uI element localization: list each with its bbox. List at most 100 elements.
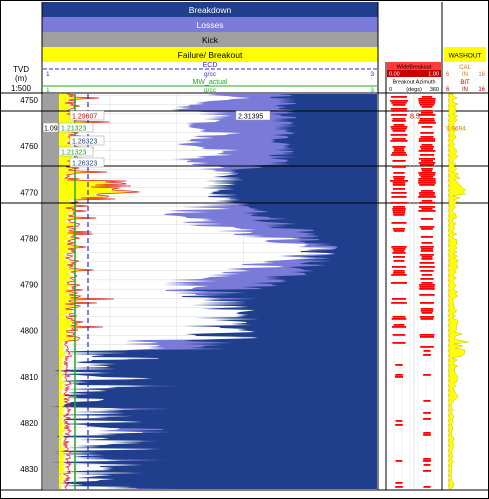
- ecd-label: ECD: [203, 62, 218, 69]
- breakout-mark: [395, 374, 403, 376]
- annotation-box-4: [58, 122, 94, 133]
- breakout-mark: [418, 162, 436, 164]
- breakout-mark: [392, 334, 406, 336]
- failure-fill: [59, 94, 136, 489]
- annotation-1: 1.29607: [72, 114, 97, 121]
- washout-cal-max: 16: [478, 72, 485, 78]
- breakout-mark: [423, 434, 431, 436]
- breakout-mark: [391, 274, 407, 276]
- depth-ticks: 4750 4760 4770 4780 4790 4800 4810 4820 4830: [20, 96, 38, 474]
- breakout-mark: [393, 176, 405, 178]
- breakout-mark: [419, 202, 435, 204]
- breakout-mark: [420, 278, 434, 280]
- depth-tick-label: 4830: [20, 465, 38, 474]
- annotation-box-6: [58, 146, 94, 157]
- breakout-mark: [420, 136, 434, 138]
- wide-breakout-range-box: [387, 70, 441, 77]
- breakout-mark: [421, 126, 433, 128]
- breakout-mark: [421, 274, 433, 276]
- wide-breakout-max: 1.00: [428, 72, 439, 78]
- breakout-mark: [395, 486, 403, 488]
- breakout-mark: [418, 114, 436, 116]
- annotation-3: 1.09: [44, 126, 58, 133]
- breakout-mark: [421, 282, 433, 284]
- breakout-mark: [391, 266, 407, 268]
- breakout-mark: [390, 108, 408, 110]
- breakout-mark: [419, 138, 435, 140]
- breakout-mark: [393, 250, 405, 252]
- breakout-mark: [393, 324, 405, 326]
- depth-tick-label: 4780: [20, 234, 38, 243]
- breakout-mark: [392, 118, 406, 120]
- breakout-mark: [392, 184, 406, 186]
- breakout-azimuth-unit: (degs): [406, 87, 422, 93]
- breakout-mark: [392, 210, 406, 212]
- breakout-mark: [393, 172, 405, 174]
- breakout-mark: [392, 208, 406, 210]
- breakout-mark: [392, 188, 406, 190]
- annotation-box-5: [69, 135, 105, 146]
- breakdown-fill: [50, 94, 378, 489]
- breakout-mark: [423, 486, 431, 488]
- depth-scale: 1:500: [11, 84, 32, 93]
- annotation-box-7: [69, 157, 105, 168]
- breakout-mark: [420, 254, 434, 256]
- header-bands: Breakdown Losses Kick Failure/ Breakout: [42, 2, 378, 62]
- breakout-mark: [421, 160, 433, 162]
- breakout-mark: [419, 118, 435, 120]
- kick-band: [42, 32, 378, 47]
- breakout-mark: [423, 460, 431, 462]
- breakout-mark: [423, 418, 431, 420]
- breakout-mark: [419, 316, 435, 318]
- breakout-mark: [421, 200, 433, 202]
- breakout-mark: [420, 132, 434, 134]
- breakout-mark: [390, 96, 408, 98]
- depth-unit: (m): [15, 74, 27, 83]
- breakout-mark: [391, 128, 407, 130]
- breakout-mark: [418, 180, 436, 182]
- breakout-mark: [418, 158, 436, 160]
- breakout-mark: [391, 222, 407, 224]
- breakout-mark: [393, 272, 405, 274]
- depth-tick-label: 4820: [20, 419, 38, 428]
- breakout-mark: [420, 308, 434, 310]
- losses-band-label: Losses: [197, 20, 224, 30]
- breakdown-band-label: Breakdown: [189, 5, 232, 15]
- breakout-mark: [392, 160, 406, 162]
- breakout-mark: [391, 298, 407, 300]
- breakout-mark: [418, 140, 436, 142]
- breakout-mark: [418, 196, 436, 198]
- breakout-mark: [420, 250, 434, 252]
- breakout-mark: [423, 374, 431, 376]
- breakout-mark: [392, 138, 406, 140]
- failure-band-label: Failure/ Breakout: [178, 50, 243, 60]
- breakout-mark: [391, 318, 407, 320]
- washout-cal-unit: IN: [462, 72, 468, 78]
- breakout-mark: [420, 176, 434, 178]
- breakout-mark: [395, 482, 403, 484]
- washout-bit-unit: IN: [462, 87, 468, 93]
- breakout-mark: [420, 148, 434, 150]
- breakout-mark: [419, 286, 435, 288]
- breakout-mark: [421, 112, 433, 114]
- breakout-mark: [420, 146, 434, 148]
- breakout-mark: [420, 318, 434, 320]
- breakout-mark: [395, 376, 403, 378]
- breakout-mark: [420, 346, 434, 348]
- breakout-mark: [421, 228, 433, 230]
- annotation-box-2: [235, 110, 271, 121]
- depth-tick-label: 4810: [20, 373, 38, 382]
- breakout-mark: [391, 326, 407, 328]
- washout-bit-min: 6: [446, 87, 450, 93]
- mw-max: 3: [370, 87, 374, 94]
- breakout-mark: [423, 432, 431, 434]
- breakout-mark: [391, 282, 407, 284]
- track-frames: [1, 2, 488, 491]
- breakout-mark: [419, 164, 435, 166]
- depth-tick-label: 4800: [20, 327, 38, 336]
- breakout-mark: [419, 266, 435, 268]
- mw-unit: g/cc: [204, 87, 217, 94]
- breakout-mark: [391, 192, 407, 194]
- breakout-mark: [392, 248, 406, 250]
- mw-min: 1: [46, 87, 50, 94]
